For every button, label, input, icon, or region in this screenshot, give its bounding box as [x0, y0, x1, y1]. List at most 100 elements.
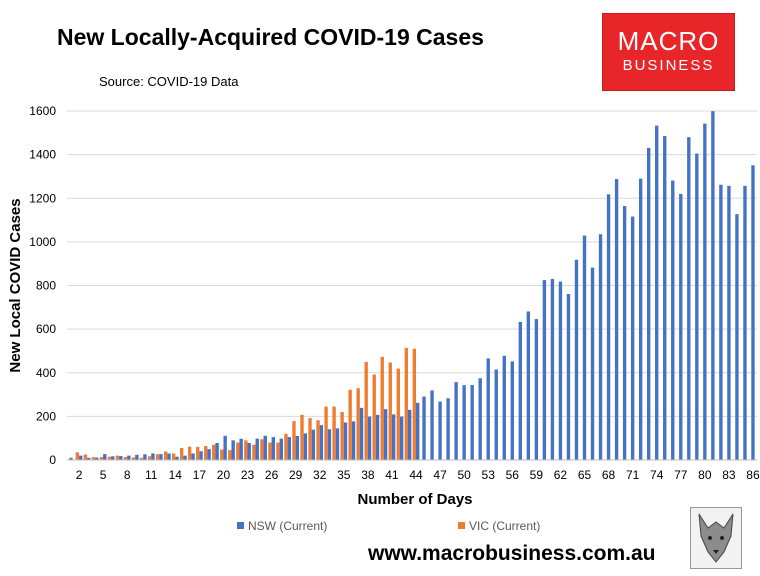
- bar-nsw: [598, 234, 603, 460]
- x-tick-label: 35: [337, 468, 351, 482]
- bar-vic: [91, 457, 96, 460]
- bar-nsw: [614, 179, 619, 460]
- bar-nsw: [727, 185, 731, 460]
- bar-vic: [300, 414, 304, 460]
- bar-vic: [163, 451, 168, 460]
- bar-nsw: [199, 451, 203, 460]
- bar-vic: [260, 439, 264, 460]
- bar-nsw: [711, 111, 715, 460]
- bar-nsw: [319, 425, 324, 460]
- footer-url[interactable]: www.macrobusiness.com.au: [368, 542, 656, 565]
- bar-nsw: [582, 235, 587, 460]
- x-tick-label: 59: [530, 468, 544, 482]
- x-tick-label: 56: [506, 468, 520, 482]
- bar-vic: [147, 456, 152, 460]
- bar-vic: [324, 406, 328, 460]
- chart-title: New Locally-Acquired COVID-19 Cases: [57, 24, 484, 50]
- bar-vic: [348, 389, 352, 460]
- bar-nsw: [630, 216, 635, 460]
- bar-nsw: [231, 440, 235, 460]
- x-tick-label: 77: [674, 468, 688, 482]
- bar-nsw: [743, 185, 747, 460]
- bar-nsw: [311, 429, 316, 460]
- bar-nsw: [247, 442, 251, 460]
- bar-nsw: [375, 414, 380, 460]
- bar-vic: [396, 368, 400, 460]
- bar-vic: [372, 374, 376, 460]
- bar-nsw: [279, 438, 283, 460]
- bar-vic: [332, 406, 336, 460]
- y-tick-label: 200: [36, 409, 56, 423]
- x-tick-label: 74: [650, 468, 664, 482]
- bar-nsw: [606, 194, 611, 461]
- bar-nsw: [383, 409, 388, 460]
- bar-nsw: [622, 206, 627, 460]
- x-tick-label: 26: [265, 468, 279, 482]
- x-tick-label: 32: [313, 468, 327, 482]
- bar-vic: [212, 444, 216, 460]
- bar-vic: [220, 449, 224, 460]
- bar-vic: [276, 442, 280, 460]
- bar-nsw: [287, 437, 292, 460]
- bar-nsw: [416, 402, 420, 460]
- wolf-icon: [698, 513, 734, 563]
- bar-nsw: [478, 378, 482, 460]
- y-tick-label: 400: [36, 366, 56, 380]
- bar-nsw: [534, 319, 539, 460]
- legend: NSW (Current) VIC (Current): [237, 519, 540, 533]
- bar-nsw: [327, 429, 332, 460]
- bar-nsw: [111, 456, 115, 460]
- x-tick-label: 11: [145, 468, 158, 482]
- bar-nsw: [127, 455, 131, 460]
- bar-nsw: [271, 437, 275, 460]
- legend-swatch: [458, 522, 465, 529]
- bar-nsw: [167, 453, 171, 460]
- x-tick-label: 41: [385, 468, 399, 482]
- bar-vic: [244, 440, 248, 460]
- bar-nsw: [351, 421, 356, 460]
- bar-nsw: [510, 361, 514, 460]
- y-tick-label: 1400: [29, 148, 56, 162]
- x-tick-label: 65: [578, 468, 592, 482]
- bar-nsw: [550, 278, 555, 460]
- y-tick-label: 1600: [29, 104, 56, 118]
- bar-nsw: [430, 390, 434, 460]
- bar-vic: [388, 362, 392, 460]
- bar-nsw: [558, 281, 563, 460]
- x-tick-label: 44: [409, 468, 423, 482]
- bar-nsw: [303, 433, 308, 460]
- bar-nsw: [215, 442, 219, 460]
- bar-vic: [412, 348, 417, 460]
- bar-nsw: [647, 147, 651, 460]
- bar-vic: [404, 347, 408, 460]
- bar-vic: [268, 442, 272, 460]
- wolf-logo: [690, 507, 742, 569]
- bar-nsw: [518, 321, 522, 460]
- legend-item: NSW (Current): [237, 519, 327, 533]
- bar-vic: [123, 456, 128, 460]
- bar-nsw: [239, 438, 243, 460]
- x-tick-label: 20: [217, 468, 231, 482]
- bar-vic: [196, 446, 200, 460]
- bar-vic: [187, 446, 192, 460]
- bar-nsw: [135, 454, 139, 460]
- bar-vic: [75, 452, 80, 460]
- bar-nsw: [462, 385, 466, 460]
- bar-nsw: [335, 428, 340, 460]
- bar-nsw: [407, 409, 412, 460]
- bars-group: [69, 111, 755, 461]
- bar-nsw: [95, 457, 99, 460]
- bar-nsw: [255, 438, 259, 460]
- bar-nsw: [191, 453, 195, 460]
- bar-nsw: [69, 457, 73, 460]
- bar-nsw: [695, 153, 699, 461]
- y-tick-label: 0: [49, 453, 56, 467]
- bar-nsw: [143, 454, 147, 460]
- bar-nsw: [719, 184, 723, 460]
- bar-vic: [340, 412, 344, 460]
- bar-nsw: [663, 136, 667, 460]
- bar-nsw: [343, 422, 348, 460]
- bar-nsw: [671, 180, 675, 460]
- y-tick-label: 800: [36, 279, 56, 293]
